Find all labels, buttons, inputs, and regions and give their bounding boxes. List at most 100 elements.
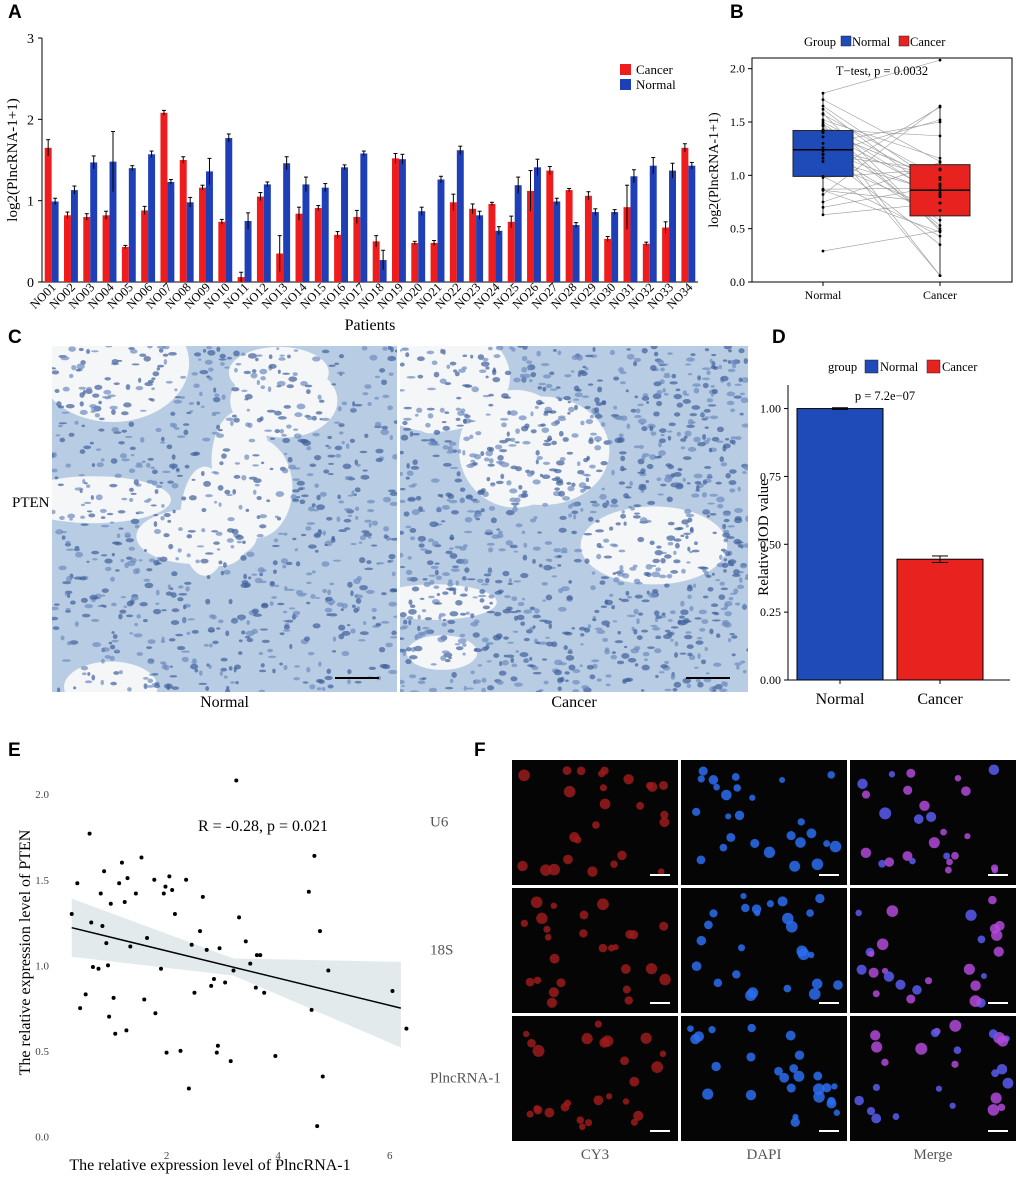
nucleus	[111, 409, 116, 416]
nucleus	[292, 498, 300, 502]
nucleus	[704, 426, 709, 429]
f-cell	[797, 818, 805, 826]
nucleus	[539, 473, 544, 478]
nucleus	[290, 494, 297, 500]
nucleus	[545, 383, 553, 389]
nucleus	[649, 540, 655, 546]
f-cell	[569, 832, 580, 843]
nucleus	[573, 385, 580, 392]
nucleus	[321, 349, 330, 354]
nucleus	[463, 544, 468, 548]
nucleus	[686, 357, 695, 362]
b-point-cancer	[938, 156, 942, 160]
f-cell	[651, 1061, 664, 1073]
nucleus	[400, 552, 404, 558]
nucleus	[553, 548, 562, 553]
nucleus	[325, 444, 330, 447]
f-cell	[536, 912, 548, 925]
f-cell	[790, 1117, 800, 1127]
nucleus	[119, 453, 127, 459]
nucleus	[186, 553, 191, 558]
b-point-normal	[821, 213, 825, 217]
f-cell	[696, 935, 707, 946]
nucleus	[364, 567, 374, 571]
nucleus	[729, 563, 735, 567]
nucleus	[128, 546, 135, 551]
e-point	[139, 855, 144, 860]
nucleus	[163, 358, 168, 365]
nucleus	[55, 529, 64, 535]
e-point	[317, 929, 322, 934]
nucleus	[234, 664, 241, 670]
nucleus	[153, 684, 161, 689]
f-cell	[786, 1083, 796, 1093]
e-point	[128, 944, 133, 949]
nucleus	[722, 523, 727, 530]
nucleus	[269, 580, 275, 586]
nucleus	[375, 457, 383, 463]
nucleus	[379, 368, 386, 373]
nucleus	[61, 535, 66, 540]
nucleus	[486, 610, 496, 614]
nucleus	[91, 550, 100, 555]
nucleus	[135, 386, 144, 391]
nucleus	[619, 381, 626, 385]
nucleus	[186, 631, 191, 635]
nucleus	[660, 558, 666, 564]
nucleus	[432, 540, 439, 547]
nucleus	[95, 494, 103, 501]
nucleus	[126, 556, 133, 560]
nucleus	[685, 524, 689, 528]
f-cell	[857, 778, 868, 790]
nucleus	[354, 680, 362, 684]
nucleus	[457, 449, 462, 454]
panel-label-a: A	[8, 2, 22, 23]
nucleus	[586, 456, 590, 461]
nucleus	[694, 480, 702, 485]
nucleus	[433, 371, 440, 378]
f-cell	[868, 967, 879, 978]
nucleus	[677, 467, 683, 472]
nucleus	[79, 449, 86, 454]
e-confidence-band	[71, 898, 401, 1048]
nucleus	[715, 633, 721, 638]
nucleus	[312, 432, 320, 437]
nucleus	[66, 575, 73, 582]
nucleus	[430, 478, 440, 483]
nucleus	[549, 371, 555, 376]
nucleus	[462, 354, 468, 358]
nucleus	[370, 544, 378, 547]
f-cell	[811, 978, 823, 990]
nucleus	[723, 603, 729, 610]
nucleus	[721, 681, 726, 686]
e-point	[178, 1048, 183, 1053]
nucleus	[119, 609, 127, 614]
nucleus	[216, 433, 225, 438]
nucleus	[668, 422, 676, 427]
nucleus	[555, 386, 561, 389]
nucleus	[669, 381, 678, 385]
f-cell	[870, 1030, 881, 1041]
nucleus	[203, 643, 209, 647]
nucleus	[526, 471, 534, 477]
nucleus	[215, 531, 223, 536]
nucleus	[687, 446, 697, 452]
nucleus	[447, 445, 453, 452]
nucleus	[410, 690, 419, 692]
nucleus	[123, 402, 132, 408]
nucleus	[223, 562, 227, 568]
nucleus	[89, 594, 98, 601]
nucleus	[359, 535, 366, 541]
nucleus	[337, 406, 342, 412]
nucleus	[311, 415, 317, 421]
nucleus	[147, 659, 155, 665]
nucleus	[583, 532, 593, 536]
nucleus	[113, 671, 120, 675]
nucleus	[554, 476, 561, 480]
nucleus	[293, 428, 299, 431]
nucleus	[707, 586, 714, 592]
nucleus	[167, 480, 174, 484]
nucleus	[651, 564, 657, 567]
nucleus	[275, 491, 285, 497]
nucleus	[685, 620, 692, 623]
